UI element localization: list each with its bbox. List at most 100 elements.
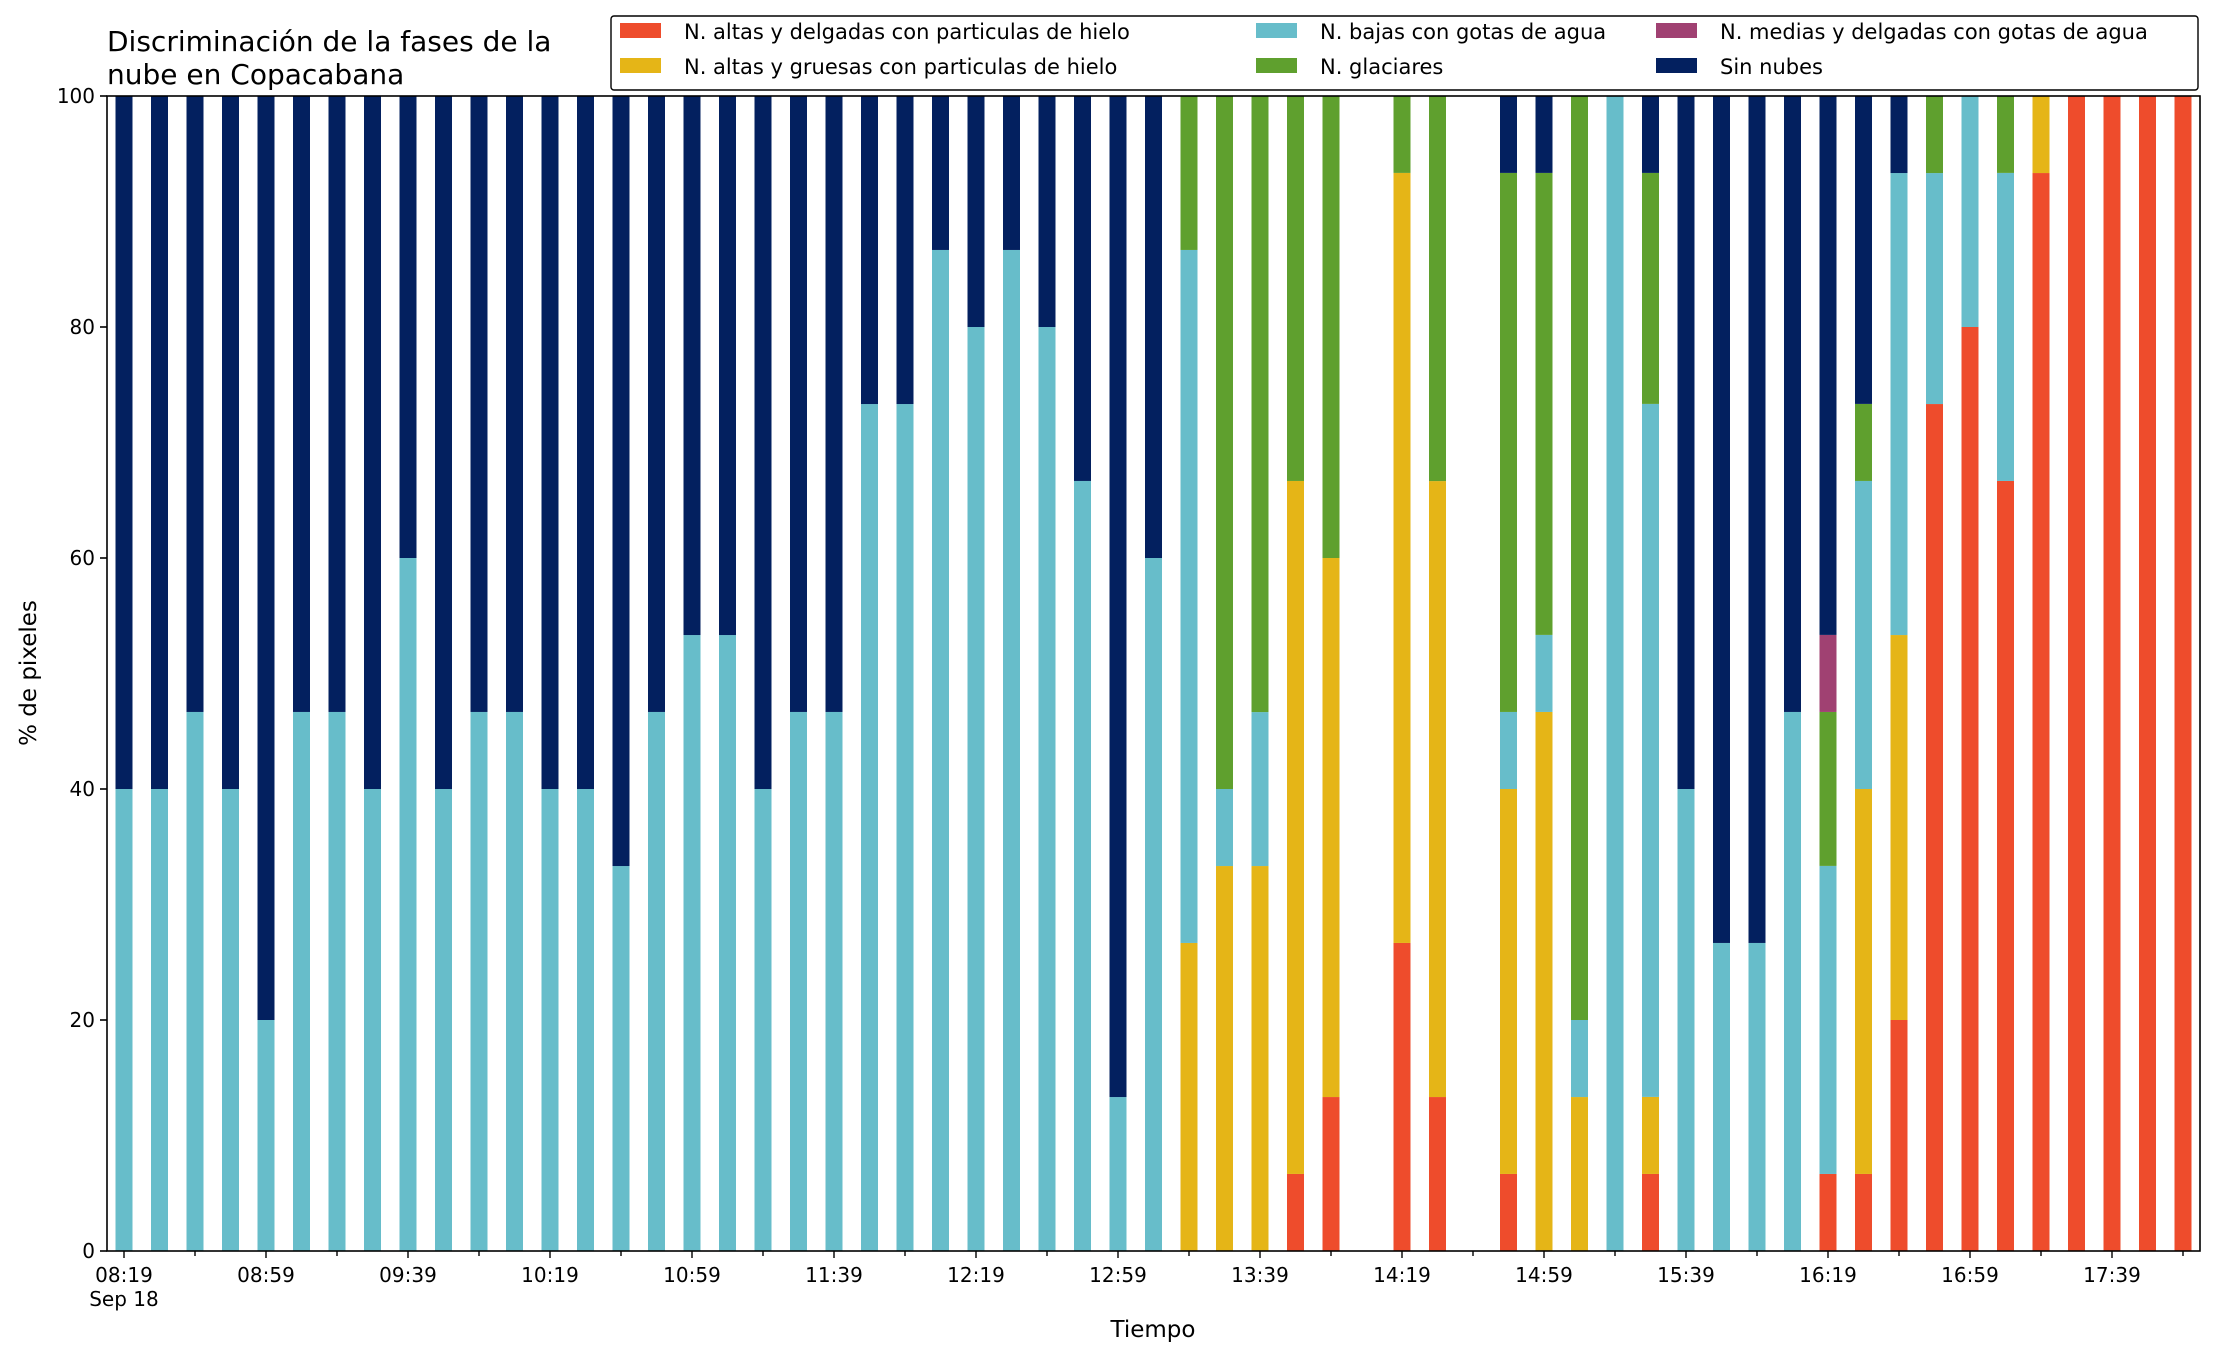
bar-segment-n-glaciares-51 [1926, 96, 1943, 174]
bar-segment-n-bajas-con-gotas-de-agua-20 [825, 711, 843, 1251]
legend-swatch-sin-nubes [1656, 58, 1697, 73]
bar-segment-n-bajas-con-gotas-de-agua-30 [1180, 249, 1198, 943]
bar-segment-sin-nubes-18 [754, 96, 772, 789]
bar-segment-n-bajas-con-gotas-de-agua-50 [1890, 173, 1908, 636]
bar-segment-sin-nubes-3 [222, 96, 239, 789]
bar-segment-n-bajas-con-gotas-de-agua-16 [683, 635, 701, 1251]
bar-segment-n-glaciares-40 [1535, 172, 1553, 635]
bar-segment-n-altas-y-delgadas-con-particulas-de-hielo-57 [2139, 96, 2156, 1251]
bar-segment-n-bajas-con-gotas-de-agua-23 [932, 249, 949, 1251]
bar-segment-n-glaciares-32 [1251, 96, 1269, 713]
bar-segment-sin-nubes-25 [1003, 96, 1020, 250]
bar-segment-sin-nubes-1 [151, 96, 168, 789]
bar-segment-n-altas-y-gruesas-con-particulas-de-hielo-36 [1393, 172, 1411, 943]
bar-segment-n-bajas-con-gotas-de-agua-24 [967, 327, 985, 1251]
bar-segment-n-altas-y-gruesas-con-particulas-de-hielo-41 [1571, 1097, 1588, 1251]
bar-segment-n-altas-y-gruesas-con-particulas-de-hielo-30 [1180, 942, 1198, 1251]
chart-title-line-1: Discriminación de la fases de la [107, 25, 551, 58]
bar-segment-n-glaciares-41 [1571, 96, 1588, 1020]
bar-segment-n-altas-y-gruesas-con-particulas-de-hielo-39 [1500, 789, 1517, 1174]
bar-segment-n-bajas-con-gotas-de-agua-48 [1819, 865, 1837, 1174]
x-axis-ticks: 08:19 08:59 09:39 10:19 10:59 11:39 12:19 12:59… [95, 1251, 2184, 1287]
bar-segment-sin-nubes-39 [1500, 95, 1517, 173]
bar-segment-n-altas-y-gruesas-con-particulas-de-hielo-54 [2032, 96, 2050, 174]
bar-segment-n-altas-y-delgadas-con-particulas-de-hielo-54 [2032, 173, 2050, 1251]
bar-segment-n-glaciares-34 [1322, 96, 1340, 558]
y-tick-label: 80 [70, 315, 95, 339]
bar-segment-n-glaciares-49 [1855, 403, 1872, 481]
bar-segment-sin-nubes-50 [1890, 96, 1908, 174]
bar-segment-n-altas-y-delgadas-con-particulas-de-hielo-56 [2103, 96, 2121, 1251]
legend-swatch-n-glaciares [1256, 58, 1297, 73]
bar-segment-n-altas-y-delgadas-con-particulas-de-hielo-37 [1429, 1097, 1446, 1251]
bar-segment-n-altas-y-delgadas-con-particulas-de-hielo-34 [1322, 1097, 1340, 1251]
bar-segment-n-altas-y-gruesas-con-particulas-de-hielo-31 [1216, 866, 1233, 1251]
bar-segment-n-bajas-con-gotas-de-agua-11 [506, 711, 523, 1251]
bar-segment-n-bajas-con-gotas-de-agua-2 [186, 711, 204, 1251]
bar-segment-n-altas-y-delgadas-con-particulas-de-hielo-58 [2174, 96, 2192, 1251]
bar-segment-n-altas-y-delgadas-con-particulas-de-hielo-33 [1287, 1173, 1304, 1251]
bar-segment-n-bajas-con-gotas-de-agua-47 [1784, 711, 1801, 1251]
bar-segment-sin-nubes-24 [967, 96, 985, 327]
bar-segment-n-altas-y-gruesas-con-particulas-de-hielo-49 [1855, 789, 1872, 1174]
bar-segment-sin-nubes-9 [435, 96, 452, 789]
legend-label-n-altas-y-delgadas-con-particulas-de-hielo: N. altas y delgadas con particulas de hi… [684, 20, 1130, 44]
bar-segment-n-glaciares-31 [1216, 96, 1233, 789]
y-axis-label: % de pixeles [16, 600, 42, 746]
y-tick-label: 40 [70, 777, 95, 801]
bar-segment-n-glaciares-39 [1500, 172, 1517, 712]
bar-segment-n-glaciares-33 [1287, 96, 1304, 481]
bar-segment-sin-nubes-12 [541, 96, 559, 789]
bar-segment-n-bajas-con-gotas-de-agua-8 [399, 558, 417, 1251]
legend-swatch-n-altas-y-delgadas-con-particulas-de-hielo [620, 23, 661, 38]
bar-segment-n-bajas-con-gotas-de-agua-41 [1571, 1020, 1588, 1098]
bar-segment-sin-nubes-11 [506, 96, 523, 712]
bar-segment-n-bajas-con-gotas-de-agua-9 [435, 789, 452, 1251]
bar-segment-n-altas-y-delgadas-con-particulas-de-hielo-48 [1819, 1173, 1837, 1251]
bar-segment-n-altas-y-delgadas-con-particulas-de-hielo-51 [1926, 404, 1943, 1251]
bar-segment-n-altas-y-delgadas-con-particulas-de-hielo-43 [1642, 1173, 1659, 1251]
bar-segment-n-bajas-con-gotas-de-agua-17 [719, 635, 736, 1251]
bar-segment-n-bajas-con-gotas-de-agua-51 [1926, 173, 1943, 405]
bar-segment-n-bajas-con-gotas-de-agua-10 [470, 711, 488, 1251]
legend-swatch-n-bajas-con-gotas-de-agua [1256, 23, 1297, 38]
bar-segment-n-bajas-con-gotas-de-agua-15 [648, 711, 665, 1251]
bar-segment-n-bajas-con-gotas-de-agua-32 [1251, 712, 1269, 867]
bar-segment-n-medias-y-delgadas-con-gotas-de-agua-48 [1819, 634, 1837, 712]
bar-segment-n-bajas-con-gotas-de-agua-21 [861, 404, 878, 1251]
bar-segment-sin-nubes-2 [186, 96, 204, 712]
x-tick-label: 14:19 [1373, 1263, 1431, 1287]
bar-segment-n-bajas-con-gotas-de-agua-12 [541, 789, 559, 1251]
bar-segment-n-bajas-con-gotas-de-agua-14 [612, 866, 630, 1251]
legend-label-n-glaciares: N. glaciares [1320, 55, 1443, 79]
bar-segment-sin-nubes-21 [861, 96, 878, 405]
x-tick-label: 11:39 [805, 1263, 863, 1287]
bar-segment-n-altas-y-gruesas-con-particulas-de-hielo-40 [1535, 711, 1553, 1251]
bar-segment-n-altas-y-delgadas-con-particulas-de-hielo-39 [1500, 1173, 1517, 1251]
bar-segment-n-altas-y-gruesas-con-particulas-de-hielo-50 [1890, 635, 1908, 1020]
legend-label-sin-nubes: Sin nubes [1720, 55, 1823, 79]
bar-segment-n-bajas-con-gotas-de-agua-45 [1713, 942, 1730, 1251]
bar-segment-n-bajas-con-gotas-de-agua-4 [257, 1020, 275, 1251]
bar-segment-n-altas-y-delgadas-con-particulas-de-hielo-50 [1890, 1020, 1908, 1251]
bar-segment-n-bajas-con-gotas-de-agua-13 [577, 789, 594, 1251]
legend: N. altas y delgadas con particulas de hi… [610, 15, 2199, 91]
bar-segment-sin-nubes-28 [1109, 96, 1127, 1098]
x-tick-label: 12:59 [1089, 1263, 1147, 1287]
bar-segment-n-bajas-con-gotas-de-agua-49 [1855, 480, 1872, 789]
bar-segment-n-bajas-con-gotas-de-agua-18 [754, 789, 772, 1251]
x-tick-label: 16:59 [1941, 1263, 1999, 1287]
bar-segment-n-bajas-con-gotas-de-agua-42 [1606, 96, 1624, 1251]
bar-segment-n-bajas-con-gotas-de-agua-31 [1216, 789, 1233, 867]
bar-segment-sin-nubes-13 [577, 96, 594, 789]
x-tick-label: 16:19 [1799, 1263, 1857, 1287]
bar-segment-sin-nubes-27 [1074, 96, 1091, 481]
bar-segment-n-bajas-con-gotas-de-agua-27 [1074, 480, 1091, 1252]
bar-segment-sin-nubes-7 [364, 96, 381, 789]
bar-segment-sin-nubes-43 [1642, 95, 1659, 173]
bar-segment-n-glaciares-43 [1642, 172, 1659, 404]
bar-segment-n-bajas-con-gotas-de-agua-46 [1748, 942, 1766, 1251]
bar-segment-n-altas-y-gruesas-con-particulas-de-hielo-32 [1251, 866, 1269, 1251]
bar-segment-n-bajas-con-gotas-de-agua-28 [1109, 1097, 1127, 1251]
